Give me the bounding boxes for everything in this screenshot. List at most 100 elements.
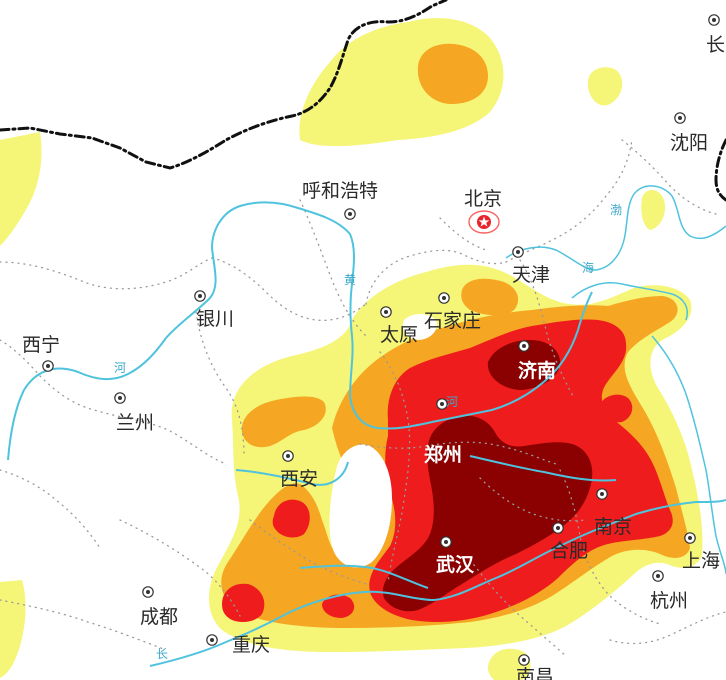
white-pockets [329,314,437,568]
water-label-he-west: 河 [114,361,127,375]
marker-taiyuan [380,306,392,318]
marker-yinchuan [194,290,206,302]
city-dot [384,310,388,314]
city-label-shanghai: 上海 [682,550,721,572]
zone-dark-main [382,415,593,612]
yangtze [149,499,726,667]
city-label-yinchuan: 银川 [196,308,235,330]
star-icon [478,216,490,227]
city-dot [286,454,290,458]
city-dot [678,116,682,120]
marker-wuhan [440,536,452,548]
zone-orange-north [417,43,488,104]
marker-xining [42,360,54,372]
marker-tianjin [512,246,524,258]
city-dot [440,402,444,406]
water-label-chang: 长 [156,647,169,661]
marker-hangzhou [652,570,664,582]
white-pocket-north [402,314,437,340]
rivers [7,201,726,667]
bohai-coast [505,185,726,271]
shandong-coast [571,282,688,321]
han-river [299,564,429,589]
city-dot [444,540,448,544]
marker-shenyang [674,112,686,124]
marker-nanjing [596,488,608,500]
city-dot [46,364,50,368]
zone-red-chengdu [222,583,265,622]
zone-yellow-sw [0,580,26,678]
marker-jinan [518,340,530,352]
marker-xian [282,450,294,462]
city-label-xining: 西宁 [22,334,61,356]
city-label-lanzhou: 兰州 [116,412,155,434]
yellow-river [7,201,593,461]
city-dot [600,492,604,496]
city-dot [656,574,660,578]
level-4-zones [382,340,593,612]
marker-hefei [552,522,564,534]
water-bodies [505,185,726,575]
marker-lanzhou [114,392,126,404]
city-label-chengdu: 成都 [140,606,179,628]
city-dot [516,250,520,254]
city-label-xian: 西安 [280,468,319,490]
marker-chang [708,14,720,26]
city-label-tianjin: 天津 [512,264,551,286]
city-dot [146,590,150,594]
zone-yellow-bohai [641,189,666,230]
zone-yellow-east [587,67,623,106]
city-markers [42,14,720,666]
water-label-huang-1: 黄 [344,273,357,287]
city-label-nanchang: 南昌 [516,666,555,680]
city-label-hangzhou: 杭州 [650,590,689,612]
city-label-shenyang: 沈阳 [670,132,709,154]
city-dot [348,212,352,216]
national-border-east [714,138,726,202]
city-label-wuhan: 武汉 [436,554,475,576]
capital-marker-beijing [468,210,500,234]
city-label-beijing: 北京 [464,188,503,210]
east-coast [651,335,726,575]
zone-dark-jinan [487,340,561,390]
zone-red-xian [272,499,310,538]
marker-nanchang [518,654,530,666]
marker-chengdu [142,586,154,598]
city-label-chang: 长 [706,34,726,56]
white-pocket-center [329,444,392,568]
city-dot [118,396,122,400]
water-label-bohai-1: 渤 [610,203,623,217]
city-dot [210,638,214,642]
city-dot [712,18,716,22]
city-dot [522,344,526,348]
province-boundaries [0,137,726,657]
city-dot [198,294,202,298]
city-label-taiyuan: 太原 [380,324,419,346]
city-label-shijiazhuang: 石家庄 [424,310,482,332]
huai-river [469,455,617,482]
marker-shanghai [684,532,696,544]
zone-red-south [322,594,355,618]
city-label-nanjing: 南京 [594,516,633,538]
marker-zhengzhou [436,398,448,410]
city-label-hefei: 合肥 [550,540,589,562]
city-label-huhehaote: 呼和浩特 [302,180,379,202]
city-label-jinan: 济南 [518,360,557,382]
national-border-north [0,0,448,170]
city-dot [556,526,560,530]
city-label-chongqing: 重庆 [232,634,271,656]
marker-chongqing [206,634,218,646]
wei-river [235,461,349,486]
zone-orange-west [241,396,326,448]
zone-yellow-nw [0,132,42,246]
water-label-bohai-2: 海 [582,261,595,275]
zone-orange-shijiazhuang [461,278,519,316]
city-dot [688,536,692,540]
city-label-zhengzhou: 郑州 [424,444,463,466]
water-label-huang-2: 河 [446,395,459,409]
zone-red-jiaozhou [600,394,633,423]
marker-shijiazhuang [438,292,450,304]
marker-huhehaote [344,208,356,220]
